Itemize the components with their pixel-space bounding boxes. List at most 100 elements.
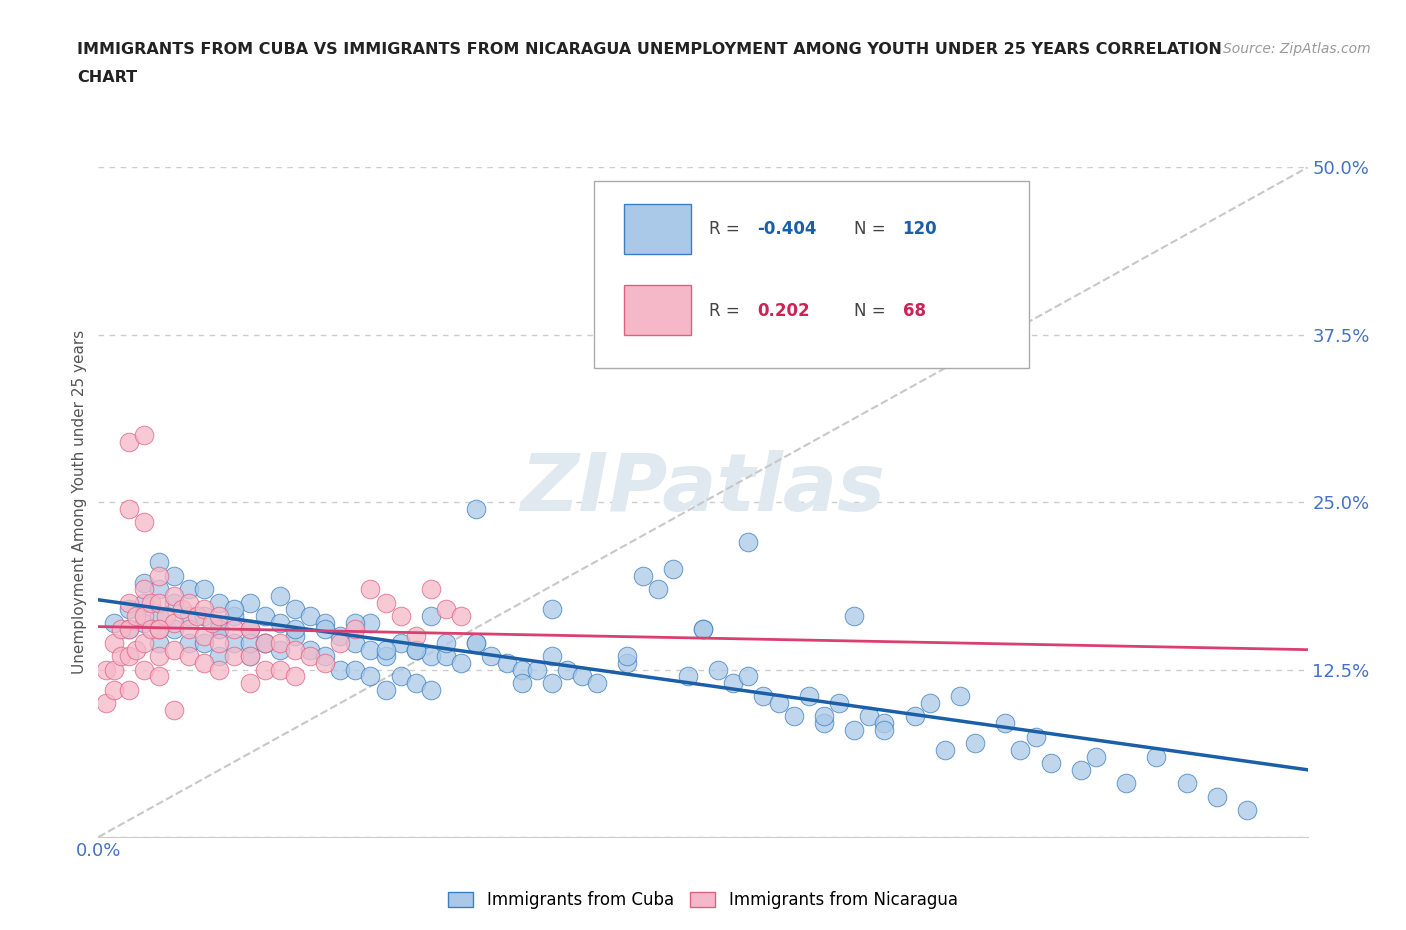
Point <box>314 649 336 664</box>
Bar <box>624 205 690 255</box>
Point <box>540 602 562 617</box>
Point <box>148 649 170 664</box>
Point <box>389 608 412 623</box>
Point <box>132 616 155 631</box>
Text: IMMIGRANTS FROM CUBA VS IMMIGRANTS FROM NICARAGUA UNEMPLOYMENT AMONG YOUTH UNDER: IMMIGRANTS FROM CUBA VS IMMIGRANTS FROM … <box>77 42 1222 57</box>
Point <box>299 642 322 657</box>
Point <box>201 616 224 631</box>
Point <box>163 568 186 583</box>
Point <box>707 662 730 677</box>
Point <box>118 649 141 664</box>
Point <box>737 535 759 550</box>
Y-axis label: Unemployment Among Youth under 25 years: Unemployment Among Youth under 25 years <box>72 330 87 674</box>
Point <box>434 635 457 650</box>
Point <box>1206 790 1229 804</box>
Point <box>299 608 322 623</box>
Point <box>193 582 215 597</box>
Point <box>828 696 851 711</box>
Point <box>177 649 201 664</box>
Point <box>360 669 382 684</box>
Point <box>253 635 276 650</box>
Point <box>344 662 367 677</box>
Point <box>284 602 307 617</box>
Point <box>495 656 517 671</box>
Text: -0.404: -0.404 <box>758 220 817 238</box>
Point <box>344 622 367 637</box>
Point <box>782 709 804 724</box>
Text: Source: ZipAtlas.com: Source: ZipAtlas.com <box>1223 42 1371 56</box>
Point <box>419 582 441 597</box>
Point <box>193 635 215 650</box>
Point <box>239 649 262 664</box>
Point <box>118 683 141 698</box>
Point <box>132 575 155 590</box>
Point <box>405 642 427 657</box>
Bar <box>624 285 690 335</box>
Point <box>405 629 427 644</box>
Point <box>163 642 186 657</box>
Point <box>132 515 155 530</box>
Point <box>434 649 457 664</box>
Point <box>737 669 759 684</box>
Point <box>752 689 775 704</box>
Point <box>481 649 503 664</box>
Point <box>329 662 352 677</box>
Point <box>208 635 231 650</box>
Point <box>177 608 201 623</box>
Point <box>1236 803 1258 817</box>
Text: 120: 120 <box>903 220 938 238</box>
Point <box>193 608 215 623</box>
Point <box>269 662 291 677</box>
Point <box>314 622 336 637</box>
Point <box>844 723 866 737</box>
Point <box>555 662 578 677</box>
Point <box>253 608 276 623</box>
Point <box>239 675 262 690</box>
Point <box>148 595 170 610</box>
Point <box>540 675 562 690</box>
Point <box>177 582 201 597</box>
Point <box>344 616 367 631</box>
Point <box>405 675 427 690</box>
Point <box>163 702 186 717</box>
Point <box>148 568 170 583</box>
Point <box>813 709 835 724</box>
Point <box>94 662 117 677</box>
Point <box>360 582 382 597</box>
Point <box>1085 750 1108 764</box>
Point <box>148 622 170 637</box>
Point <box>239 622 262 637</box>
Point <box>721 675 744 690</box>
Point <box>918 696 941 711</box>
Point <box>103 662 125 677</box>
Point <box>405 642 427 657</box>
Point <box>586 675 609 690</box>
Point <box>450 656 472 671</box>
Point <box>253 635 276 650</box>
Point <box>949 689 972 704</box>
Point <box>1010 742 1032 757</box>
Point <box>148 555 170 570</box>
Point <box>103 635 125 650</box>
Point <box>148 582 170 597</box>
Point <box>224 608 246 623</box>
Legend: Immigrants from Cuba, Immigrants from Nicaragua: Immigrants from Cuba, Immigrants from Ni… <box>441 884 965 916</box>
Point <box>374 595 396 610</box>
Point <box>118 501 141 516</box>
Point <box>419 683 441 698</box>
Point <box>224 649 246 664</box>
Point <box>125 608 148 623</box>
Point <box>110 649 132 664</box>
Point <box>132 595 155 610</box>
Point <box>904 709 927 724</box>
Point <box>163 595 186 610</box>
Point <box>1144 750 1167 764</box>
Point <box>965 736 987 751</box>
Point <box>299 649 322 664</box>
Point <box>239 622 262 637</box>
Point <box>858 709 880 724</box>
Point <box>661 562 683 577</box>
Point <box>224 635 246 650</box>
Point <box>170 602 193 617</box>
Point <box>934 742 956 757</box>
